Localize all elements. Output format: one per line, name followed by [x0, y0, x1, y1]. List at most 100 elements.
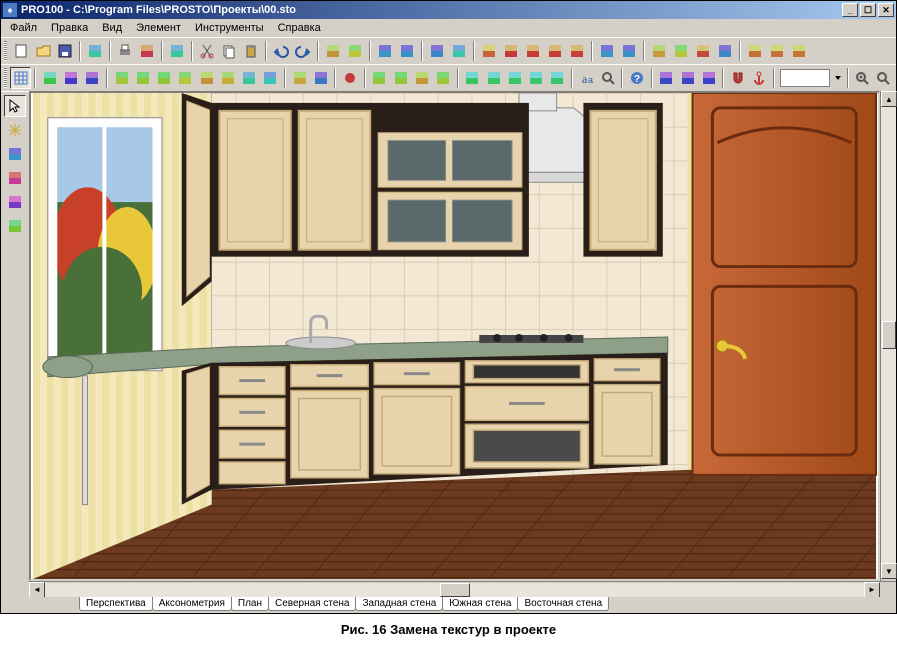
bom-button[interactable] — [448, 40, 470, 62]
tab-6[interactable]: Восточная стена — [517, 597, 609, 611]
align-t-button[interactable] — [153, 67, 174, 89]
tab-5[interactable]: Южная стена — [442, 597, 518, 611]
distribute-v-button[interactable] — [217, 67, 238, 89]
tab-3[interactable]: Северная стена — [268, 597, 357, 611]
grid-c-button[interactable] — [698, 67, 719, 89]
menu-tools[interactable]: Инструменты — [188, 20, 271, 36]
view-top-button[interactable] — [432, 67, 453, 89]
distribute-h-button[interactable] — [196, 67, 217, 89]
grid-a-button[interactable] — [656, 67, 677, 89]
center-v-button[interactable] — [260, 67, 281, 89]
anchor-button[interactable] — [749, 67, 770, 89]
piece-button[interactable] — [322, 40, 344, 62]
vscroll-thumb[interactable] — [882, 321, 896, 349]
help-button[interactable]: ? — [626, 67, 647, 89]
maximize-button[interactable]: ☐ — [860, 3, 876, 17]
center-h-button[interactable] — [238, 67, 259, 89]
export-button[interactable] — [84, 40, 106, 62]
menu-element[interactable]: Элемент — [129, 20, 188, 36]
sheet-button[interactable] — [426, 40, 448, 62]
view-side-button[interactable] — [411, 67, 432, 89]
new-file-button[interactable] — [10, 40, 32, 62]
palette-c-button[interactable] — [788, 40, 810, 62]
hscroll-track[interactable] — [45, 583, 864, 597]
report-a-button[interactable] — [500, 40, 522, 62]
hscroll-thumb[interactable] — [440, 583, 470, 597]
save-file-button[interactable] — [54, 40, 76, 62]
cube-c-button[interactable] — [504, 67, 525, 89]
horizontal-scrollbar[interactable]: ◄ ► — [29, 581, 896, 597]
print-preview-button[interactable] — [136, 40, 158, 62]
rect-tool-button[interactable] — [4, 143, 26, 165]
ungroup-button[interactable] — [310, 67, 331, 89]
find-button[interactable] — [597, 67, 618, 89]
view-persp-button[interactable] — [369, 67, 390, 89]
tab-0[interactable]: Перспектива — [79, 597, 153, 611]
show-b-button[interactable] — [618, 40, 640, 62]
cut-button[interactable] — [196, 40, 218, 62]
minimize-button[interactable]: _ — [842, 3, 858, 17]
layers-button[interactable] — [4, 191, 26, 213]
scroll-left-button[interactable]: ◄ — [29, 582, 45, 598]
align-r-button[interactable] — [132, 67, 153, 89]
viewport[interactable] — [29, 91, 880, 581]
vertical-scrollbar[interactable]: ▲ ▼ — [880, 91, 896, 581]
magnet-button[interactable] — [727, 67, 748, 89]
rotate-button[interactable] — [82, 67, 103, 89]
tab-2[interactable]: План — [231, 597, 269, 611]
undo-del-button[interactable] — [166, 40, 188, 62]
close-button[interactable]: ✕ — [878, 3, 894, 17]
open-file-button[interactable] — [32, 40, 54, 62]
zoom-fit-button[interactable] — [852, 67, 873, 89]
material-button[interactable] — [692, 40, 714, 62]
struct-1-button[interactable] — [374, 40, 396, 62]
grid-b-button[interactable] — [677, 67, 698, 89]
report-b-button[interactable] — [522, 40, 544, 62]
palette-b-button[interactable] — [766, 40, 788, 62]
measure-button[interactable] — [4, 215, 26, 237]
text-button[interactable]: aa — [576, 67, 597, 89]
struct-2-button[interactable] — [396, 40, 418, 62]
toggle-a-button[interactable] — [344, 40, 366, 62]
library-button[interactable] — [670, 40, 692, 62]
cube-e-button[interactable] — [547, 67, 568, 89]
copy-button[interactable] — [218, 40, 240, 62]
redo-button[interactable] — [292, 40, 314, 62]
catalog-button[interactable] — [648, 40, 670, 62]
align-l-button[interactable] — [111, 67, 132, 89]
scroll-up-button[interactable]: ▲ — [881, 91, 897, 107]
pointer-button[interactable] — [4, 95, 26, 117]
report-d-button[interactable] — [566, 40, 588, 62]
dimension-input[interactable] — [780, 69, 830, 87]
report-c-button[interactable] — [544, 40, 566, 62]
report-r-button[interactable] — [478, 40, 500, 62]
print-button[interactable] — [114, 40, 136, 62]
tab-4[interactable]: Западная стена — [355, 597, 443, 611]
cube-d-button[interactable] — [525, 67, 546, 89]
light-button[interactable] — [714, 40, 736, 62]
path-tool-button[interactable] — [4, 167, 26, 189]
move-xy-button[interactable] — [39, 67, 60, 89]
undo-button[interactable] — [270, 40, 292, 62]
dimension-dropdown[interactable] — [832, 67, 844, 89]
menu-help[interactable]: Справка — [271, 20, 328, 36]
move-z-button[interactable] — [60, 67, 81, 89]
cube-b-button[interactable] — [483, 67, 504, 89]
render-solid-button[interactable] — [339, 67, 360, 89]
align-b-button[interactable] — [175, 67, 196, 89]
zoom-button[interactable] — [873, 67, 894, 89]
scroll-right-button[interactable]: ► — [864, 582, 880, 598]
cube-a-button[interactable] — [462, 67, 483, 89]
scroll-down-button[interactable]: ▼ — [881, 563, 897, 579]
menu-edit[interactable]: Правка — [44, 20, 95, 36]
palette-a-button[interactable] — [744, 40, 766, 62]
group-button[interactable] — [289, 67, 310, 89]
tab-1[interactable]: Аксонометрия — [152, 597, 232, 611]
menu-file[interactable]: Файл — [3, 20, 44, 36]
show-a-button[interactable] — [596, 40, 618, 62]
view-front-button[interactable] — [390, 67, 411, 89]
snap-grid-button[interactable] — [10, 67, 31, 89]
paste-button[interactable] — [240, 40, 262, 62]
light-tool-button[interactable] — [4, 119, 26, 141]
menu-view[interactable]: Вид — [95, 20, 129, 36]
